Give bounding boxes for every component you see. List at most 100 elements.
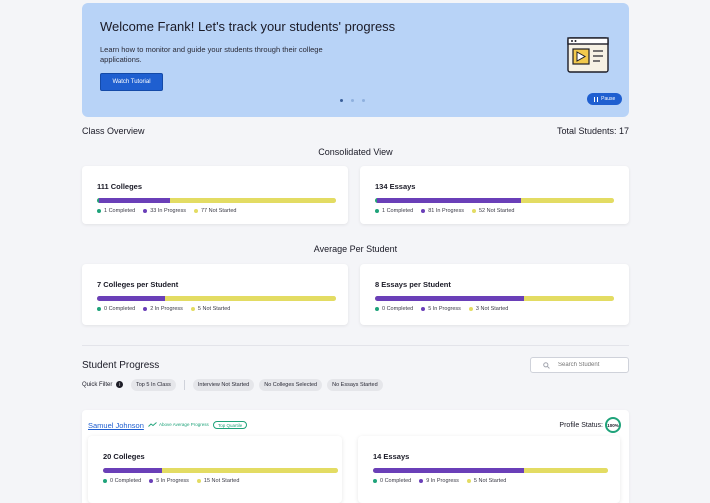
filter-chip-interview-not-started[interactable]: Interview Not Started [192,379,255,391]
in-progress-dot-icon [421,307,426,311]
pause-icon [593,96,599,102]
completed-dot-icon [373,479,377,483]
progress-legend: 0 Completed 2 In Progress 5 Not Started [97,306,230,312]
legend-completed: 1 Completed [97,208,135,214]
completed-dot-icon [97,307,101,311]
profile-status-label: Profile Status: [559,422,603,429]
carousel-dot[interactable] [362,99,365,102]
not-started-dot-icon [190,307,195,311]
legend-label: 81 In Progress [428,208,464,214]
legend-label: 1 Completed [382,208,414,214]
legend-not-started: 5 Not Started [190,306,230,312]
completed-dot-icon [97,209,101,213]
section-divider [82,345,629,346]
completed-dot-icon [103,479,107,483]
student-name-link[interactable]: Samuel Johnson [88,421,144,430]
banner-title: Welcome Frank! Let's track your students… [100,19,396,34]
quartile-badge: Top Quartile [213,421,248,429]
search-input[interactable] [558,362,628,368]
completed-dot-icon [375,209,379,213]
student-row: Samuel Johnson Above Average Progress To… [82,410,629,503]
average-per-student-title: Average Per Student [313,244,398,254]
class-overview-title: Class Overview [82,126,145,136]
legend-in-progress: 81 In Progress [421,208,464,214]
in-progress-segment [375,296,525,301]
carousel-dot[interactable] [351,99,354,102]
legend-label: 5 In Progress [428,306,461,312]
progress-bar [373,468,608,473]
student-colleges-card: 20 Colleges 0 Completed 5 In Progress 15… [88,436,342,503]
legend-in-progress: 5 In Progress [421,306,461,312]
pause-button[interactable]: Pause [587,93,622,105]
legend-not-started: 15 Not Started [196,478,240,484]
carousel-dot[interactable] [340,99,343,102]
trend-label: Above Average Progress [159,422,209,427]
search-icon [543,361,550,369]
quick-filter-chips: Top 5 In Class Interview Not Started No … [131,379,383,391]
completed-segment [97,198,100,203]
legend-in-progress: 9 In Progress [419,478,459,484]
not-started-segment [161,468,338,473]
legend-not-started: 3 Not Started [468,306,508,312]
consolidated-essays-card: 134 Essays 1 Completed 81 In Progress 52… [360,166,629,224]
carousel-dots [340,99,365,102]
legend-label: 0 Completed [104,306,136,312]
progress-bar [375,198,614,203]
legend-completed: 0 Completed [103,478,141,484]
quick-filter-label: Quick Filter [82,381,113,388]
watch-tutorial-button[interactable]: Watch Tutorial [100,73,163,91]
completed-segment [375,198,377,203]
progress-bar [97,296,336,301]
not-started-segment [524,468,608,473]
legend-label: 15 Not Started [203,478,240,484]
trending-up-icon [148,422,157,427]
legend-label: 5 In Progress [156,478,189,484]
progress-bar [97,198,336,203]
in-progress-segment [97,296,166,301]
in-progress-dot-icon [421,209,426,213]
completed-dot-icon [375,307,379,311]
not-started-segment [170,198,336,203]
in-progress-dot-icon [143,209,148,213]
not-started-dot-icon [471,209,476,213]
dashboard: Welcome Frank! Let's track your students… [82,0,629,503]
filter-chip-top-5[interactable]: Top 5 In Class [131,379,176,391]
banner-description: Learn how to monitor and guide your stud… [100,45,323,64]
not-started-segment [521,198,614,203]
welcome-banner: Welcome Frank! Let's track your students… [82,3,629,117]
legend-label: 33 In Progress [150,208,186,214]
card-title: 14 Essays [373,452,410,461]
in-progress-segment [103,468,162,473]
progress-legend: 0 Completed 5 In Progress 15 Not Started [103,478,239,484]
not-started-dot-icon [196,479,201,483]
pause-label: Pause [601,96,616,102]
legend-label: 0 Completed [110,478,142,484]
student-essays-card: 14 Essays 0 Completed 9 In Progress 5 No… [358,436,620,503]
legend-label: 5 Not Started [473,478,507,484]
legend-label: 0 Completed [380,478,412,484]
tutorial-illustration-icon [567,37,609,73]
card-title: 7 Colleges per Student [97,280,179,289]
legend-completed: 0 Completed [375,306,413,312]
search-box[interactable] [530,357,629,373]
filter-chip-no-colleges[interactable]: No Colleges Selected [259,379,323,391]
card-title: 8 Essays per Student [375,280,451,289]
legend-label: 77 Not Started [200,208,237,214]
progress-bar [375,296,614,301]
average-colleges-card: 7 Colleges per Student 0 Completed 2 In … [82,264,348,325]
total-students: Total Students: 17 [556,126,629,136]
profile-status-badge: 100% [605,417,621,433]
legend-completed: 0 Completed [97,306,135,312]
consolidated-view-title: Consolidated View [318,147,393,157]
legend-not-started: 5 Not Started [466,478,507,484]
legend-in-progress: 5 In Progress [149,478,189,484]
legend-in-progress: 33 In Progress [143,208,186,214]
info-icon[interactable]: i [116,381,124,388]
not-started-segment [524,296,614,301]
filter-chip-no-essays[interactable]: No Essays Started [327,379,383,391]
progress-trend: Above Average Progress [148,422,209,427]
not-started-dot-icon [466,479,471,483]
not-started-dot-icon [193,209,198,213]
card-title: 111 Colleges [97,182,143,191]
legend-label: 1 Completed [104,208,136,214]
